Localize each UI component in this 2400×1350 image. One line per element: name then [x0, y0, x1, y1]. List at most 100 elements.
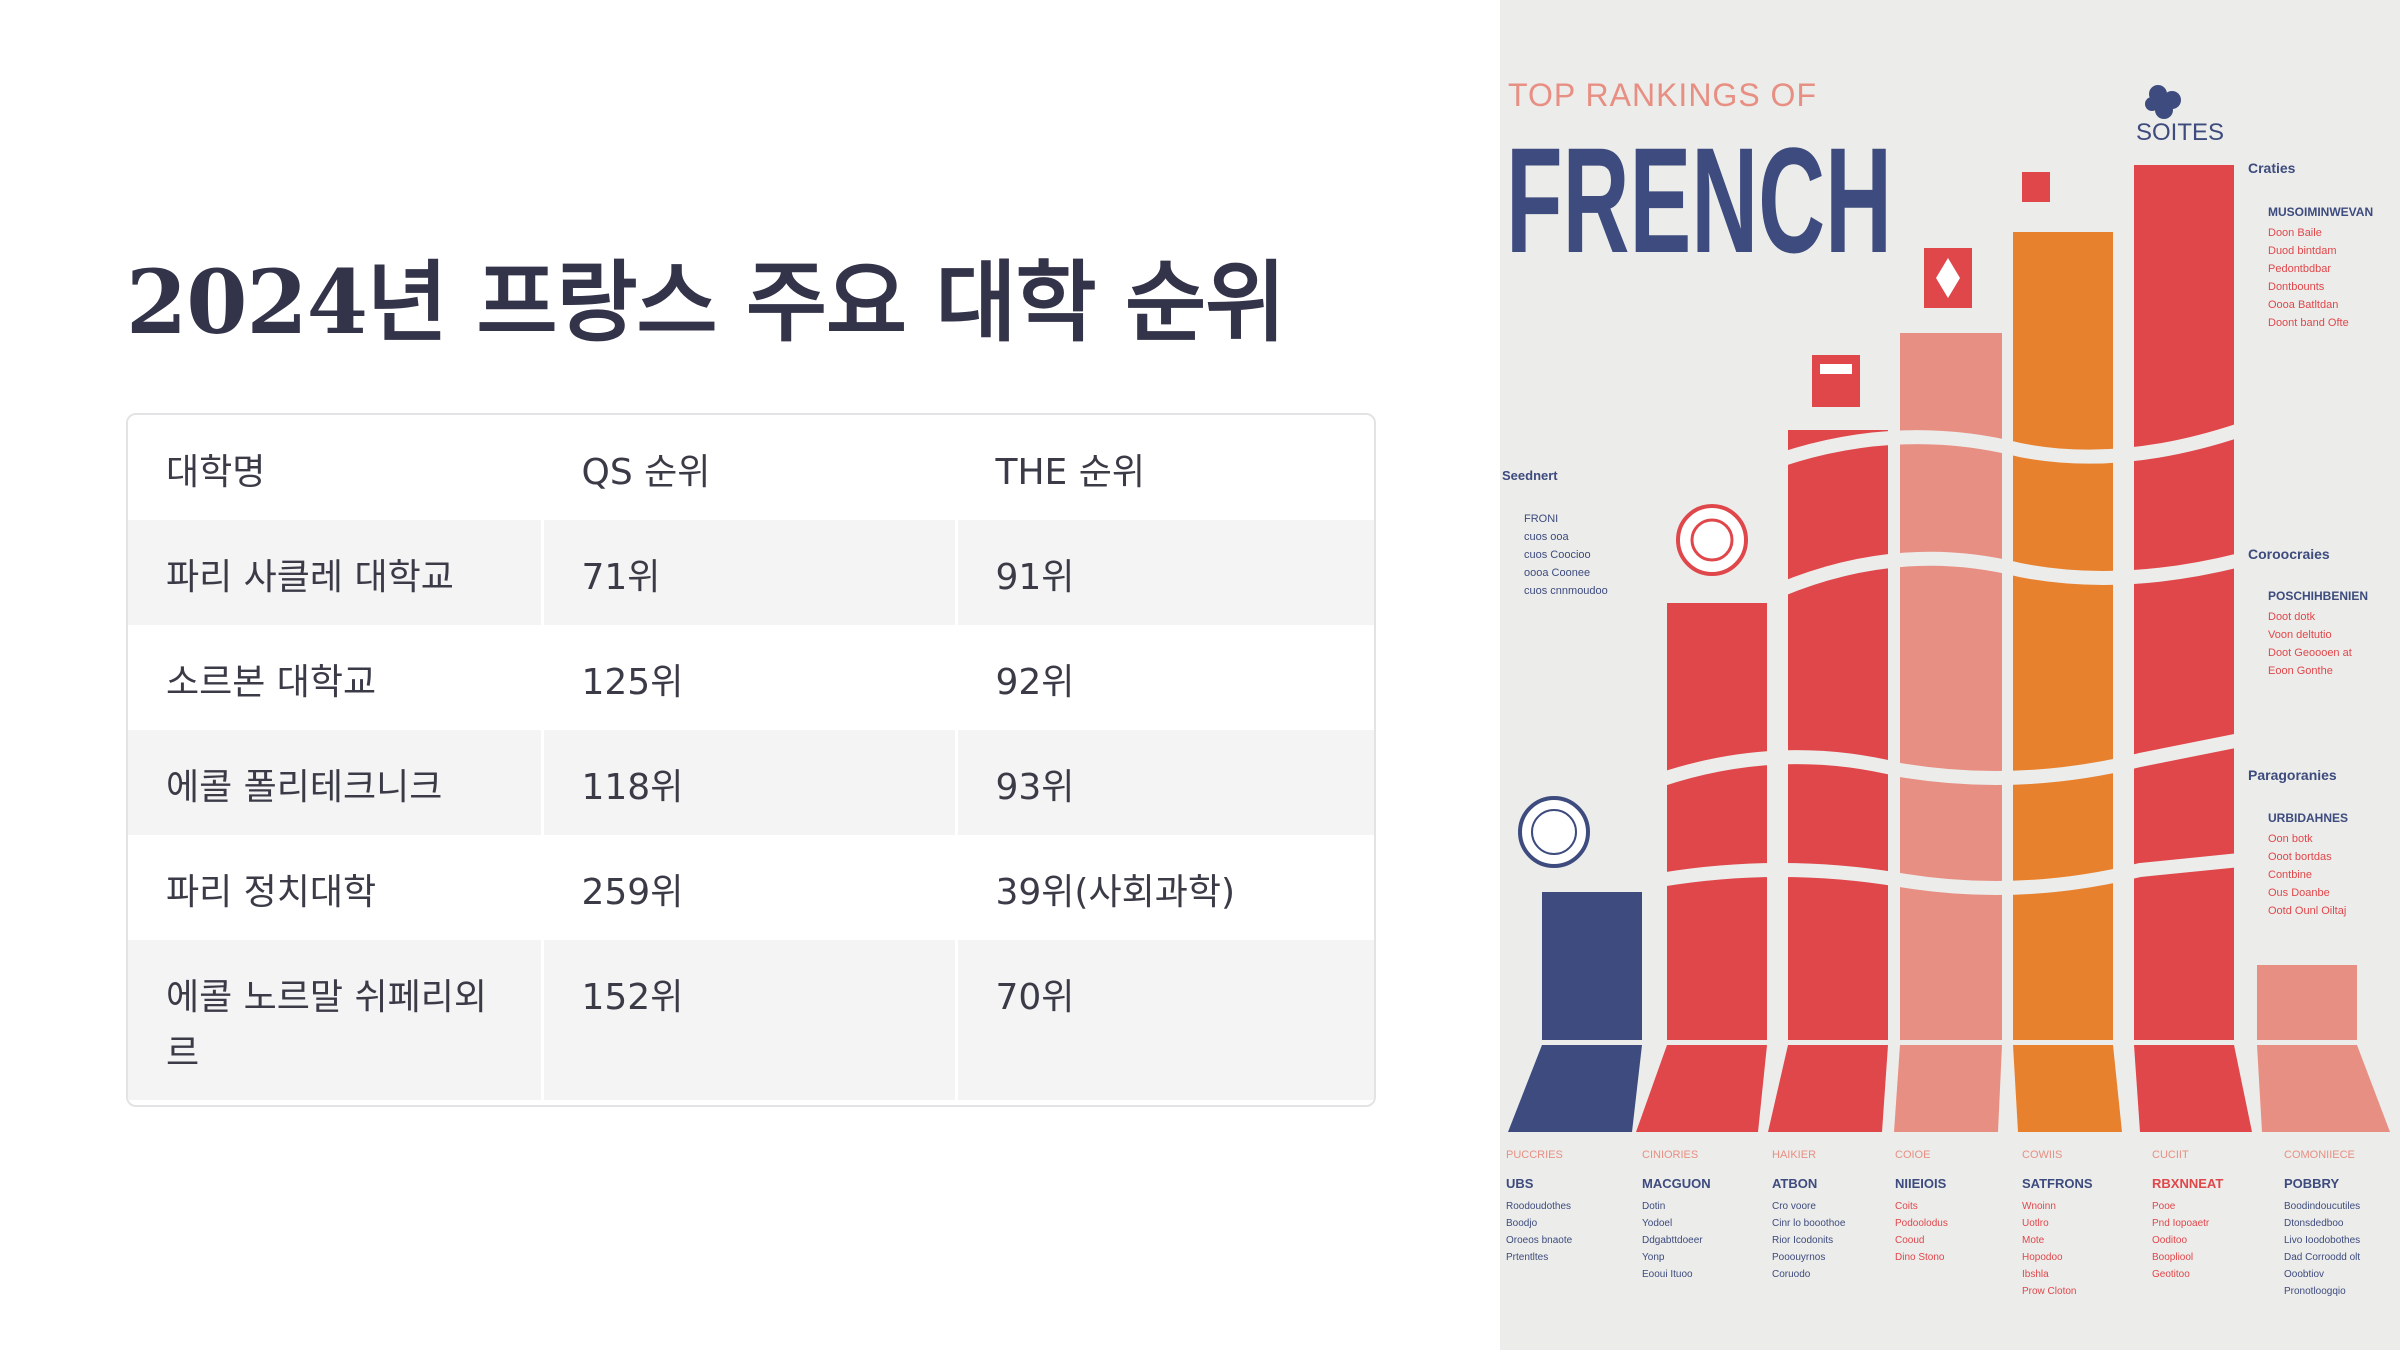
header-the-rank: THE 순위	[995, 452, 1146, 493]
column-line: Yodoel	[1642, 1218, 1672, 1229]
column-name: MACGUON	[1642, 1176, 1711, 1191]
column-line: Ibshla	[2022, 1269, 2049, 1280]
column-line: Geotitoo	[2152, 1269, 2190, 1280]
cell-the-rank: 39위(사회과학)	[956, 835, 1374, 940]
tower-icon	[1924, 248, 1972, 308]
cell-university: 파리 사클레 대학교	[128, 520, 544, 625]
cell-qs-rank: 118위	[542, 730, 958, 835]
side-legend-item: MUSOIMINWEVAN	[2268, 205, 2373, 219]
side-legend-item: Duod bintdam	[2268, 245, 2337, 257]
bar-4	[1900, 333, 2002, 1040]
cell-the-rank: 92위	[956, 625, 1374, 730]
side-legend-item: URBIDAHNES	[2268, 811, 2348, 825]
table-header-row: 대학명 QS 순위 THE 순위	[128, 415, 1374, 520]
column-line: Eooui Ituoo	[1642, 1269, 1693, 1280]
side-legend-item: Eoon Gonthe	[2268, 665, 2333, 677]
header-university: 대학명	[128, 415, 544, 520]
column-line: Boopliool	[2152, 1252, 2193, 1263]
column-category: HAIKIER	[1772, 1149, 1816, 1161]
column-line: Wnoinn	[2022, 1201, 2056, 1212]
side-legend-item: Doot Geoooen at	[2268, 647, 2352, 659]
column-category: COWIIS	[2022, 1149, 2062, 1161]
table-row: 에콜 폴리테크니크 118위 93위	[128, 730, 1374, 835]
column-line: Uotlro	[2022, 1218, 2049, 1229]
bottom-column-2: CINIORIES MACGUON Dotin Yodoel Ddgabttdo…	[1642, 1149, 1711, 1280]
side-legend-right-1: Craties MUSOIMINWEVAN Doon Baile Duod bi…	[2248, 160, 2373, 329]
column-line: Hopodoo	[2022, 1252, 2063, 1263]
bar-5	[2013, 232, 2113, 1040]
column-name: ATBON	[1772, 1176, 1817, 1191]
side-legend-item: cuos Coocioo	[1524, 549, 1591, 561]
bottom-column-6: CUCIIT RBXNNEAT Pooe Pnd Iopoaetr Oodito…	[2152, 1149, 2223, 1280]
rankings-table: 대학명 QS 순위 THE 순위 파리 사클레 대학교 71위 91위 소르본 …	[126, 413, 1376, 1107]
poster-brand: SOITES	[2136, 119, 2224, 146]
cell-the-rank: 70위	[956, 940, 1374, 1100]
column-line: Ooobtiov	[2284, 1269, 2324, 1280]
crest-icon	[1676, 504, 1748, 576]
column-line: Ddgabttdoeer	[1642, 1235, 1703, 1246]
column-line: Pooouyrnos	[1772, 1252, 1825, 1263]
column-line: Mote	[2022, 1235, 2045, 1246]
side-legend-item: FRONI	[1524, 513, 1558, 525]
slide-title: 2024년 프랑스 주요 대학 순위	[126, 250, 1286, 354]
column-category: COMONIIECE	[2284, 1149, 2355, 1161]
cell-qs-rank: 125위	[542, 625, 958, 730]
flower-icon	[2145, 85, 2181, 119]
column-line: Rior Icodonits	[1772, 1235, 1833, 1246]
side-legend-item: Doont band Ofte	[2268, 317, 2349, 329]
side-legend-item: Dontbounts	[2268, 281, 2325, 293]
side-legend-item: Doot dotk	[2268, 611, 2316, 623]
french-rankings-poster: TOP RANKINGS OF FRENCH SOITES	[1500, 0, 2400, 1350]
cell-qs-rank: 71위	[542, 520, 958, 625]
column-name: RBXNNEAT	[2152, 1176, 2223, 1191]
side-legend-heading: Craties	[2248, 160, 2296, 176]
side-legend-item: Doon Baile	[2268, 227, 2322, 239]
bar-1	[1542, 892, 1642, 1040]
column-line: Cinr lo booothoe	[1772, 1218, 1846, 1229]
column-name: SATFRONS	[2022, 1176, 2093, 1191]
bar-7	[2257, 965, 2357, 1040]
side-legend-heading: Coroocraies	[2248, 546, 2330, 562]
side-legend-item: Ous Doanbe	[2268, 887, 2330, 899]
side-legend-item: Ooot bortdas	[2268, 851, 2332, 863]
side-legend-item: Pedontbdbar	[2268, 263, 2331, 275]
column-line: Livo Ioodobothes	[2284, 1235, 2360, 1246]
side-legend-item: cuos cnnmoudoo	[1524, 585, 1608, 597]
column-line: Yonp	[1642, 1252, 1665, 1263]
bottom-column-7: COMONIIECE POBBRY Boodindoucutiles Dtons…	[2284, 1149, 2360, 1297]
column-line: Roodoudothes	[1506, 1201, 1571, 1212]
bottom-column-4: COIOE NIIEIOIS Coits Podoolodus Cooud Di…	[1895, 1149, 1948, 1263]
column-line: Dino Stono	[1895, 1252, 1945, 1263]
column-name: POBBRY	[2284, 1176, 2339, 1191]
bar-columns	[1542, 165, 2357, 1040]
cell-university: 에콜 폴리테크니크	[128, 730, 544, 835]
column-line: Ooditoo	[2152, 1235, 2187, 1246]
column-line: Podoolodus	[1895, 1218, 1948, 1229]
column-line: Prow Cloton	[2022, 1286, 2076, 1297]
side-legend-right-2: Coroocraies POSCHIHBENIEN Doot dotk Voon…	[2248, 546, 2368, 677]
shield-icon	[1812, 355, 1860, 407]
column-line: Coits	[1895, 1201, 1918, 1212]
column-line: Boodindoucutiles	[2284, 1201, 2360, 1212]
table-row: 파리 사클레 대학교 71위 91위	[128, 520, 1374, 625]
column-line: Dotin	[1642, 1201, 1665, 1212]
bar-bases	[1508, 1045, 2390, 1132]
side-legend-heading: Seednert	[1502, 468, 1558, 483]
column-category: PUCCRIES	[1506, 1149, 1563, 1161]
cell-university: 에콜 노르말 쉬페리외르	[128, 940, 544, 1100]
side-legend-item: Contbine	[2268, 869, 2312, 881]
side-legend-right-3: Paragoranies URBIDAHNES Oon botk Ooot bo…	[2248, 767, 2348, 917]
seal-icon	[1518, 796, 1590, 868]
side-legend-left: Seednert FRONI cuos ooa cuos Coocioo ooo…	[1502, 468, 1608, 597]
cell-qs-rank: 152위	[542, 940, 958, 1100]
bar-wave-lines	[1657, 423, 2243, 895]
side-legend-item: Oon botk	[2268, 833, 2313, 845]
column-line: Dtonsdedboo	[2284, 1218, 2344, 1229]
cell-the-rank: 93위	[956, 730, 1374, 835]
table-row: 소르본 대학교 125위 92위	[128, 625, 1374, 730]
column-line: Oroeos bnaote	[1506, 1235, 1573, 1246]
table-row: 파리 정치대학 259위 39위(사회과학)	[128, 835, 1374, 940]
cell-the-rank: 91위	[956, 520, 1374, 625]
poster-graphic: TOP RANKINGS OF FRENCH SOITES	[1502, 77, 2390, 1297]
